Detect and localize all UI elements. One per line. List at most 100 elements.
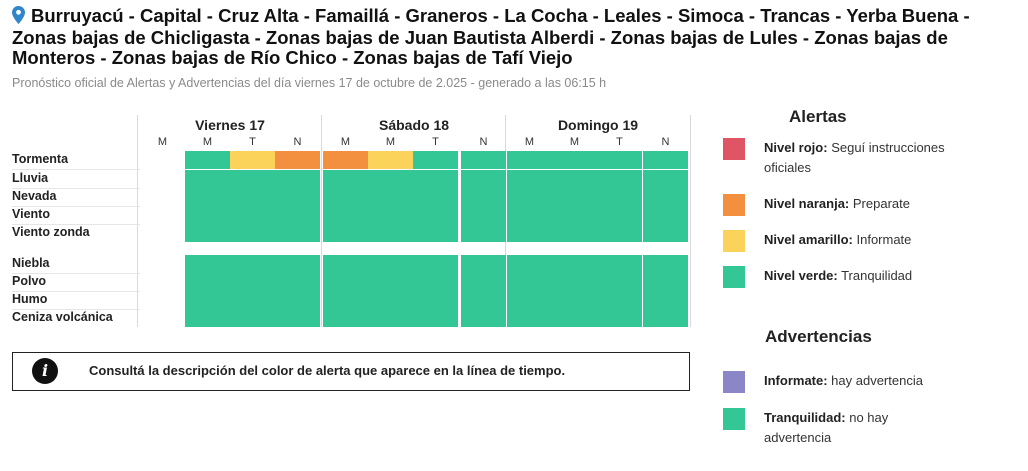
timeline-cell-verde	[275, 309, 320, 327]
timeline-cell-verde	[323, 224, 368, 242]
page-subtitle: Pronóstico oficial de Alertas y Adverten…	[12, 76, 607, 90]
legend-level-desc: Seguí instrucciones oficiales	[764, 140, 945, 175]
info-box: i Consultá la descripción del color de a…	[12, 352, 690, 391]
period-label: M	[157, 136, 168, 148]
period-label: N	[661, 136, 670, 148]
timeline-cell-verde	[507, 291, 552, 309]
timeline-cell-verde	[323, 188, 368, 206]
period-label: M	[524, 136, 535, 148]
legend-level-name: Nivel verde:	[764, 268, 838, 283]
timeline-cell-verde	[185, 291, 230, 309]
timeline-cell-verde	[185, 273, 230, 291]
timeline-cell-verde	[323, 255, 368, 273]
row-separator	[12, 291, 140, 292]
legend-alertas-title: Alertas	[789, 107, 847, 126]
timeline-cell-naranja	[323, 151, 368, 169]
timeline-cell-verde	[507, 206, 552, 224]
timeline-cell-verde	[230, 255, 275, 273]
info-text: Consultá la descripción del color de ale…	[89, 363, 566, 378]
legend-swatch	[723, 371, 745, 393]
timeline-cell-verde	[552, 188, 597, 206]
timeline-cell-verde	[461, 224, 506, 242]
page-title-text: Burruyacú - Capital - Cruz Alta - Famail…	[12, 5, 970, 68]
location-pin-icon	[12, 6, 25, 28]
row-separator	[12, 188, 140, 189]
legend-swatch	[723, 194, 745, 216]
legend-level-desc: Preparate	[849, 196, 910, 211]
header: Burruyacú - Capital - Cruz Alta - Famail…	[12, 6, 1012, 90]
period-label: M	[202, 136, 213, 148]
legend-level-name: Nivel naranja:	[764, 196, 850, 211]
timeline-cell-verde	[323, 309, 368, 327]
row-label: Lluvia	[12, 171, 49, 185]
day-divider	[137, 115, 138, 327]
legend-swatch	[723, 230, 745, 252]
row-separator	[12, 206, 140, 207]
day-header: Viernes 17	[195, 117, 265, 133]
timeline-cell-verde	[230, 206, 275, 224]
timeline-cell-verde	[368, 188, 413, 206]
timeline-cell-verde	[185, 206, 230, 224]
timeline-cell-verde	[230, 309, 275, 327]
legend-text: Nivel amarillo: Informate	[764, 230, 954, 250]
timeline-cell-verde	[461, 255, 506, 273]
row-separator	[12, 169, 140, 170]
day-divider	[690, 115, 691, 327]
legend-level-desc: Informate	[852, 232, 912, 247]
timeline-cell-verde	[643, 170, 688, 188]
timeline-cell-verde	[323, 291, 368, 309]
timeline-cell-verde	[275, 170, 320, 188]
timeline-cell-verde	[643, 224, 688, 242]
timeline-cell-verde	[413, 255, 458, 273]
timeline-cell-verde	[323, 273, 368, 291]
timeline-cell-verde	[185, 170, 230, 188]
day-header: Domingo 19	[557, 117, 639, 133]
day-header: Sábado 18	[378, 117, 450, 133]
timeline-cell-verde	[230, 188, 275, 206]
timeline-cell-verde	[552, 170, 597, 188]
timeline-cell-verde	[597, 291, 642, 309]
timeline-cell-amarillo	[368, 151, 413, 169]
row-label: Polvo	[12, 274, 47, 288]
legend-text: Nivel naranja: Preparate	[764, 194, 954, 214]
timeline-cell-verde	[368, 309, 413, 327]
legend-level-name: Tranquilidad:	[764, 410, 846, 425]
period-label: N	[479, 136, 488, 148]
timeline-cell-verde	[552, 206, 597, 224]
timeline-cell-verde	[552, 309, 597, 327]
row-label: Viento	[12, 207, 50, 221]
timeline-cell-verde	[461, 309, 506, 327]
timeline-cell-verde	[597, 188, 642, 206]
timeline-cell-verde	[552, 224, 597, 242]
timeline-cell-verde	[185, 224, 230, 242]
legend-text: Tranquilidad: no hay advertencia	[764, 408, 954, 447]
period-label: M	[340, 136, 351, 148]
timeline-cell-verde	[275, 224, 320, 242]
timeline-cell-verde	[507, 170, 552, 188]
timeline-cell-verde	[230, 273, 275, 291]
legend-text: Informate: hay advertencia	[764, 371, 954, 391]
timeline-cell-verde	[368, 273, 413, 291]
timeline-cell-verde	[413, 188, 458, 206]
timeline-cell-verde	[230, 291, 275, 309]
timeline-cell-verde	[597, 273, 642, 291]
legend-level-name: Informate:	[764, 373, 828, 388]
legend-swatch	[723, 138, 745, 160]
period-label: M	[569, 136, 580, 148]
timeline-cell-verde	[185, 255, 230, 273]
timeline-cell-verde	[230, 170, 275, 188]
row-separator	[12, 309, 140, 310]
timeline-cell-verde	[230, 224, 275, 242]
timeline-cell-verde	[413, 273, 458, 291]
timeline-cell-verde	[552, 291, 597, 309]
timeline-cell-verde	[643, 151, 688, 169]
timeline-cell-verde	[597, 309, 642, 327]
legend-swatch	[723, 408, 745, 430]
timeline-cell-verde	[597, 224, 642, 242]
timeline-cell-verde	[461, 151, 506, 169]
timeline-cell-verde	[323, 170, 368, 188]
row-separator	[12, 273, 140, 274]
timeline-cell-verde	[368, 255, 413, 273]
timeline-cell-verde	[413, 206, 458, 224]
timeline-cell-verde	[275, 188, 320, 206]
